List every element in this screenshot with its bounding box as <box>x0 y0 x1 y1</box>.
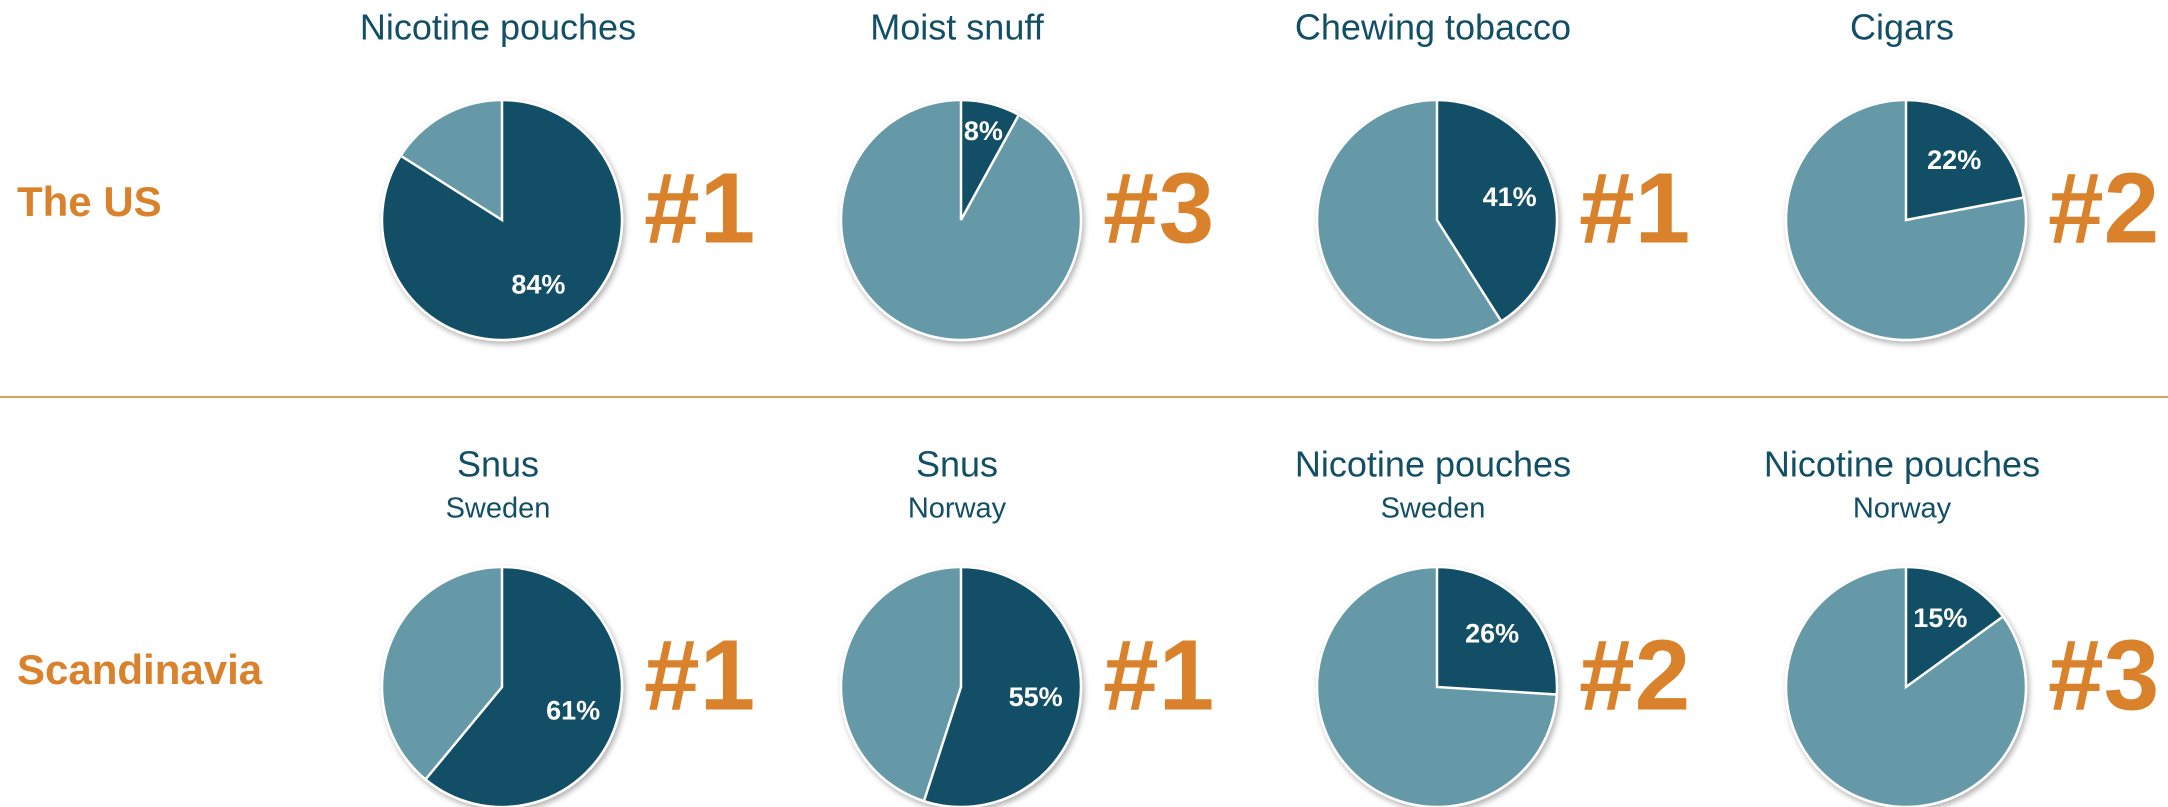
slice-label: 55% <box>1009 682 1063 712</box>
pie-slice <box>380 98 624 342</box>
pie-slice <box>1435 565 1559 696</box>
chart-title: Snus <box>916 444 998 485</box>
rank: #2 <box>1579 619 1690 731</box>
pie-slice <box>423 565 624 807</box>
chart-title: Nicotine pouches <box>1295 444 1571 485</box>
rank: #3 <box>2048 619 2159 731</box>
rank: #2 <box>2048 152 2159 264</box>
row-label: The US <box>17 178 162 225</box>
rank: #1 <box>1579 152 1690 264</box>
chart-title: Snus <box>457 444 539 485</box>
chart-title: Chewing tobacco <box>1295 7 1571 48</box>
chart-title: Moist snuff <box>870 7 1044 48</box>
chart-title: Nicotine pouches <box>360 7 636 48</box>
rank: #1 <box>1103 619 1214 731</box>
pie-slice <box>922 565 1083 807</box>
rank: #1 <box>644 152 755 264</box>
pie-slice <box>1904 565 2005 690</box>
slice-label: 26% <box>1465 618 1519 648</box>
slice-label: 8% <box>964 116 1003 146</box>
rank: #1 <box>644 619 755 731</box>
chart-title: Cigars <box>1850 7 1954 48</box>
pie-slice <box>1904 98 2026 222</box>
slice-label: 84% <box>511 269 565 299</box>
chart-subtitle: Norway <box>908 493 1007 525</box>
chart-subtitle: Sweden <box>1381 493 1486 525</box>
chart-subtitle: Norway <box>1853 493 1952 525</box>
slice-label: 22% <box>1927 145 1981 175</box>
slice-label: 15% <box>1913 603 1967 633</box>
slice-label: 41% <box>1483 182 1537 212</box>
slice-label: 61% <box>546 696 600 726</box>
pie-slice <box>1435 98 1559 324</box>
rank: #3 <box>1103 152 1214 264</box>
row-label: Scandinavia <box>17 646 263 693</box>
pie-slice <box>959 98 1021 221</box>
chart-title: Nicotine pouches <box>1764 444 2040 485</box>
chart-subtitle: Sweden <box>446 493 551 525</box>
